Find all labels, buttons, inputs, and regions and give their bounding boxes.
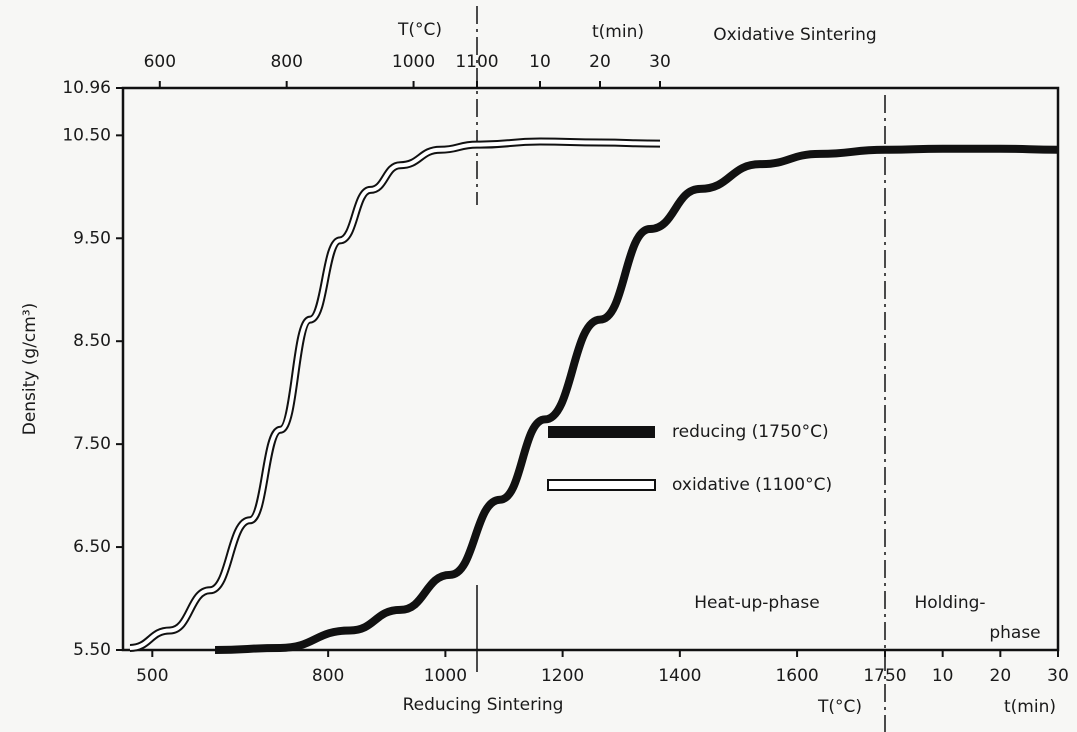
top-x-tick-label: 600 [144, 52, 176, 72]
plot-frame [121, 86, 1060, 652]
x-tick-label: 1750 [863, 666, 906, 686]
y-tick-label: 10.96 [62, 78, 111, 98]
legend-label: reducing (1750°C) [672, 422, 829, 442]
top-axis-title: Oxidative Sintering [713, 25, 876, 45]
x-time-tick-label: 30 [1047, 666, 1069, 686]
x-tick-label: 1600 [775, 666, 818, 686]
y-axis-title: Density (g/cm³) [20, 303, 40, 436]
x-tick-label: 500 [136, 666, 168, 686]
x-tick-label: 1200 [541, 666, 584, 686]
y-tick-label: 7.50 [73, 434, 111, 454]
axis-unit: T(°C) [397, 20, 442, 40]
series-line-outline [129, 137, 661, 652]
legend-swatch [547, 479, 656, 491]
x-time-tick-label: 20 [990, 666, 1012, 686]
y-tick-label: 6.50 [73, 537, 111, 557]
series-line [129, 139, 661, 650]
x-tick-label: 1000 [424, 666, 467, 686]
top-x-tick-label: 1100 [455, 52, 498, 72]
series-line [215, 144, 1059, 654]
y-tick-label: 9.50 [73, 228, 111, 248]
axis-unit: t(min) [592, 22, 644, 42]
phase-label: phase [989, 623, 1040, 643]
x-time-tick-label: 10 [932, 666, 954, 686]
axis-unit: t(min) [1004, 697, 1056, 717]
phase-label: Heat-up-phase [694, 593, 819, 613]
top-x-tick-label: 1000 [392, 52, 435, 72]
y-tick-label: 10.50 [62, 125, 111, 145]
legend-label: oxidative (1100°C) [672, 475, 832, 495]
top-time-tick-label: 30 [649, 52, 671, 72]
y-tick-label: 5.50 [73, 640, 111, 660]
y-tick-label: 8.50 [73, 331, 111, 351]
x-tick-label: 800 [312, 666, 344, 686]
top-x-tick-label: 800 [270, 52, 302, 72]
axis-unit: T(°C) [817, 697, 862, 717]
legend-swatch [548, 426, 655, 438]
phase-label: Holding- [914, 593, 985, 613]
top-time-tick-label: 20 [589, 52, 611, 72]
x-axis-title: Reducing Sintering [403, 695, 564, 715]
x-tick-label: 1400 [658, 666, 701, 686]
top-time-tick-label: 10 [529, 52, 551, 72]
